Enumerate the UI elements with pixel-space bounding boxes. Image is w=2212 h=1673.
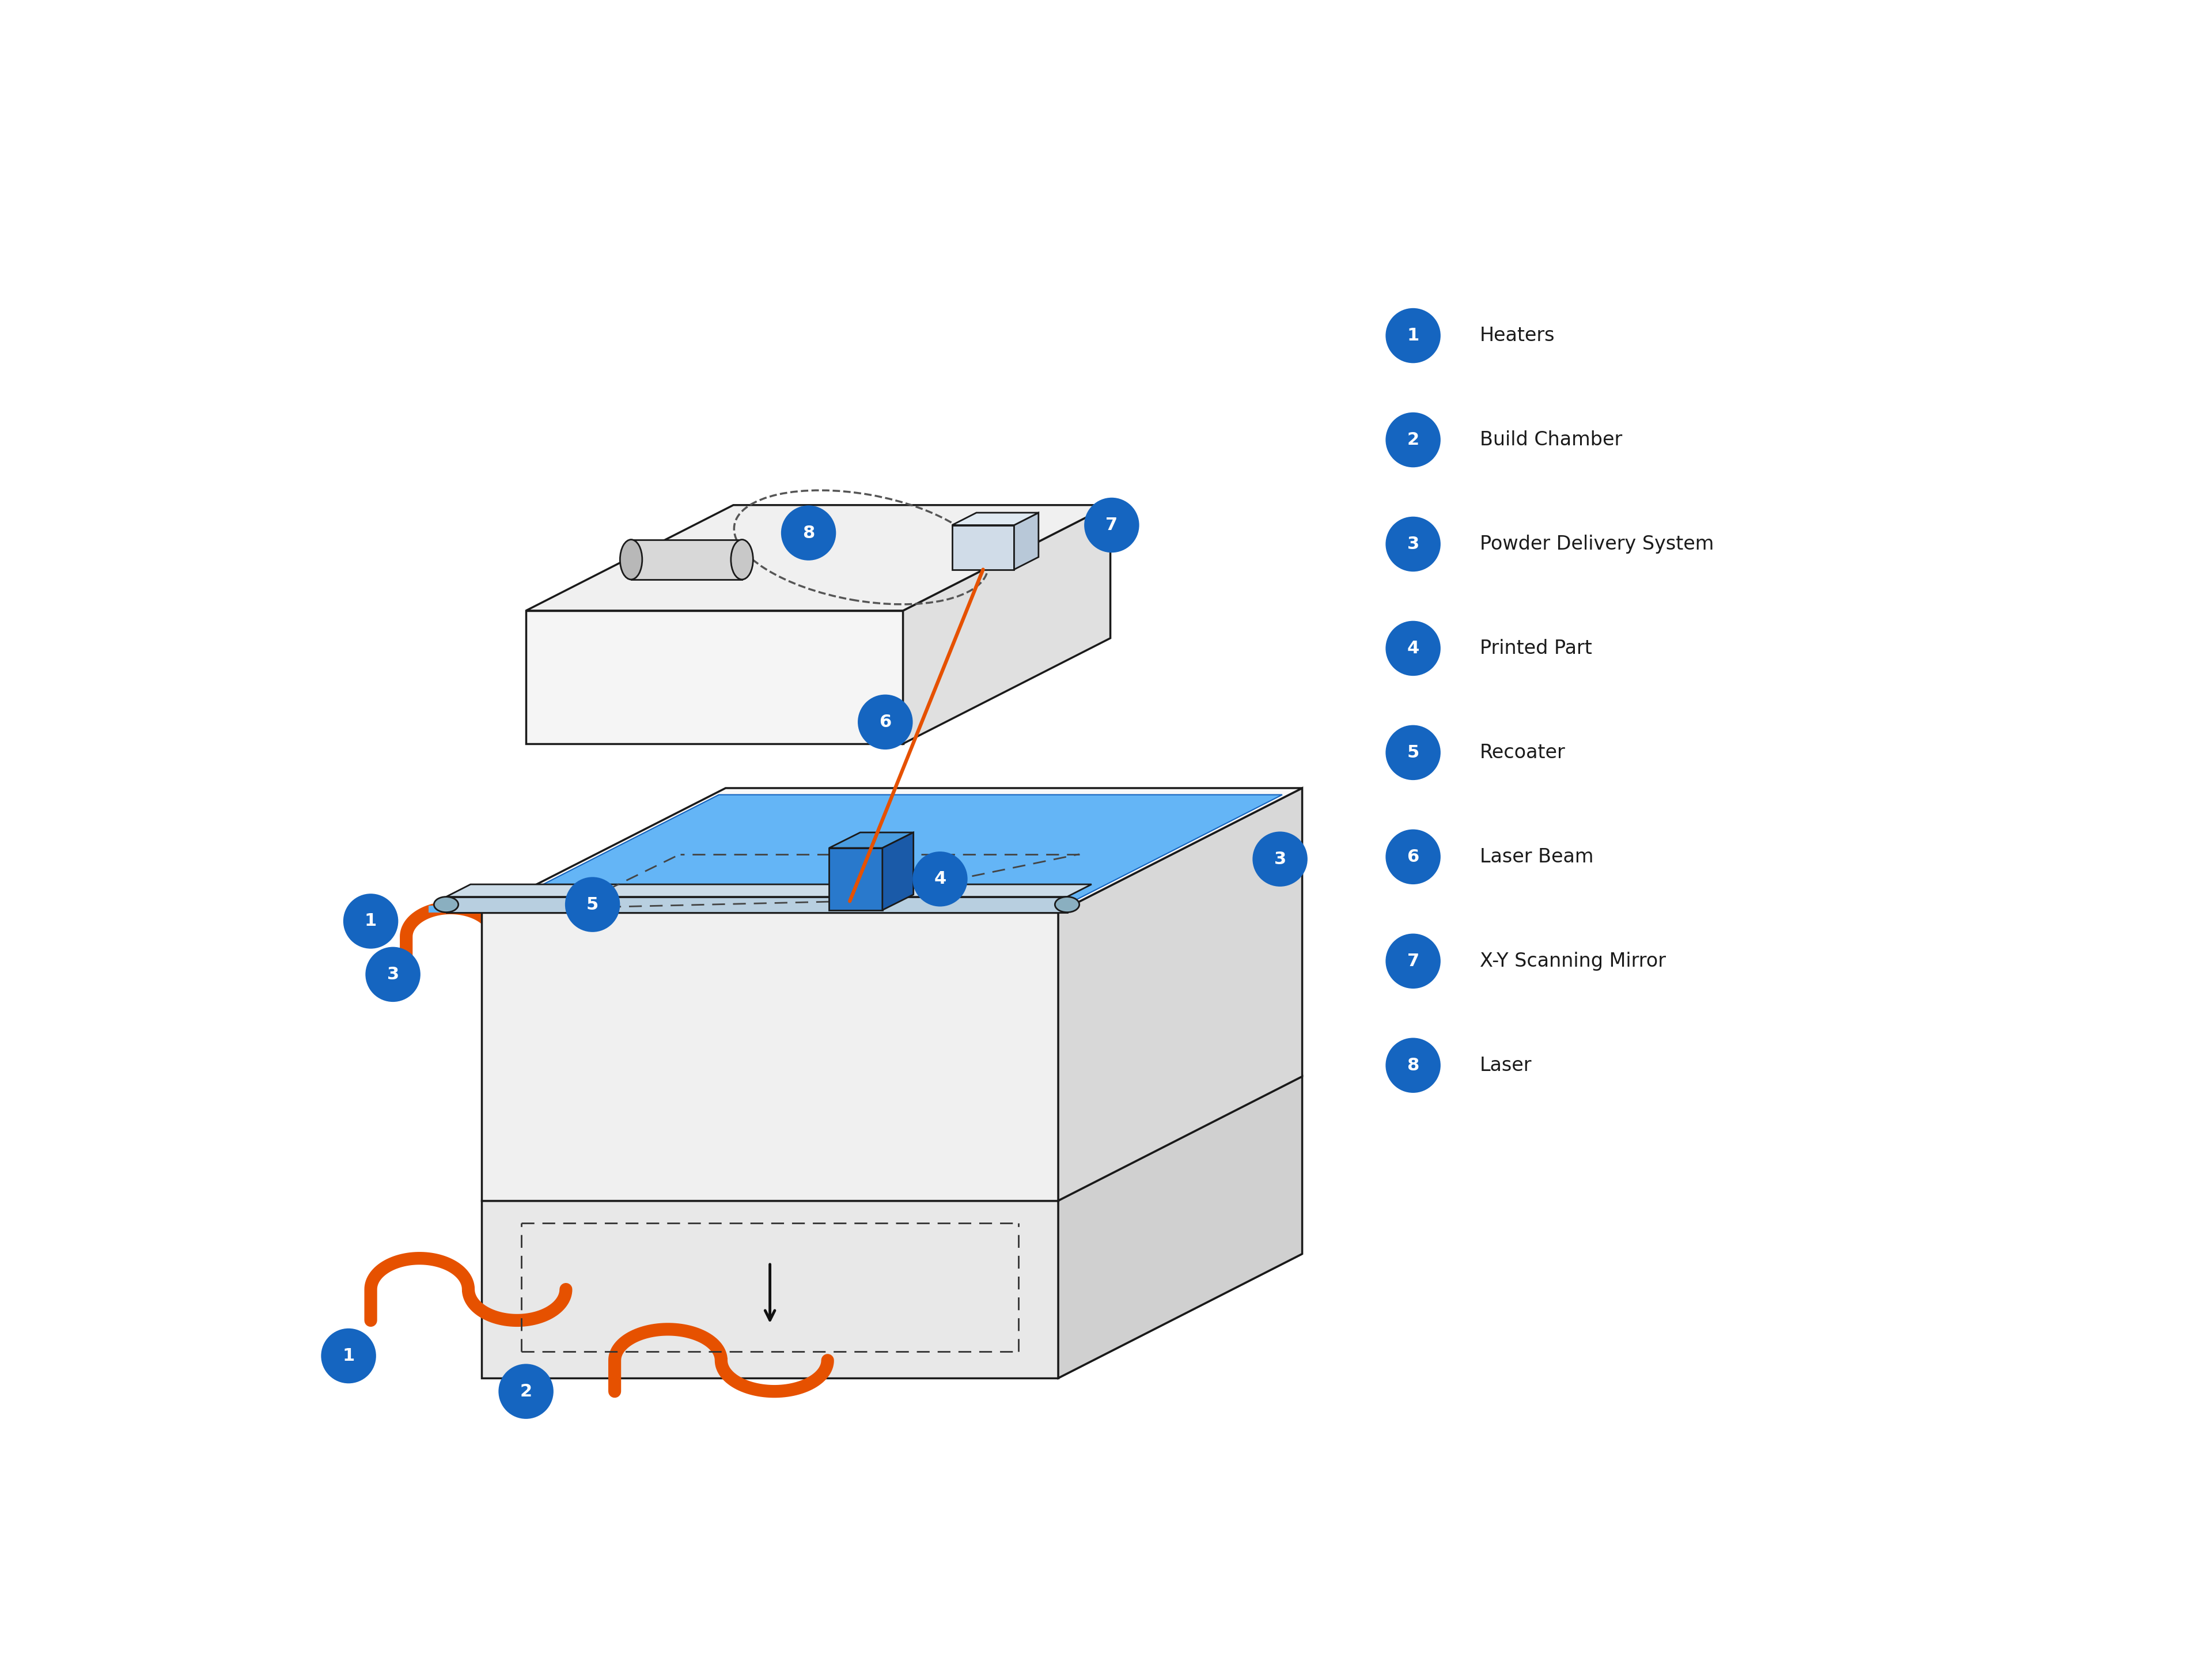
Circle shape bbox=[781, 505, 836, 560]
Circle shape bbox=[365, 947, 420, 1002]
Text: 4: 4 bbox=[1407, 641, 1420, 657]
Circle shape bbox=[321, 1328, 376, 1384]
Ellipse shape bbox=[434, 897, 458, 912]
Polygon shape bbox=[951, 512, 1037, 525]
Text: 1: 1 bbox=[365, 913, 376, 930]
Circle shape bbox=[1385, 1037, 1440, 1092]
Circle shape bbox=[1385, 412, 1440, 467]
Circle shape bbox=[1252, 831, 1307, 887]
Circle shape bbox=[1385, 308, 1440, 363]
Polygon shape bbox=[1057, 1076, 1303, 1379]
Text: 4: 4 bbox=[933, 870, 947, 887]
Text: 7: 7 bbox=[1106, 517, 1117, 534]
Text: 2: 2 bbox=[520, 1384, 533, 1400]
Text: Printed Part: Printed Part bbox=[1480, 639, 1593, 657]
Polygon shape bbox=[482, 1201, 1057, 1379]
Circle shape bbox=[564, 877, 619, 932]
Polygon shape bbox=[830, 848, 883, 910]
Circle shape bbox=[858, 694, 914, 750]
Polygon shape bbox=[1057, 788, 1303, 1201]
Polygon shape bbox=[630, 540, 741, 579]
Circle shape bbox=[1385, 724, 1440, 780]
Ellipse shape bbox=[619, 540, 641, 579]
Circle shape bbox=[1385, 934, 1440, 989]
Circle shape bbox=[498, 1363, 553, 1419]
Polygon shape bbox=[482, 788, 1303, 912]
Circle shape bbox=[1385, 830, 1440, 885]
Polygon shape bbox=[447, 897, 1066, 912]
Text: 2: 2 bbox=[1407, 432, 1420, 448]
Text: Heaters: Heaters bbox=[1480, 326, 1555, 345]
Circle shape bbox=[914, 852, 967, 907]
Text: 8: 8 bbox=[1407, 1057, 1420, 1074]
Text: 5: 5 bbox=[586, 897, 599, 913]
Text: Build Chamber: Build Chamber bbox=[1480, 430, 1621, 450]
Text: 8: 8 bbox=[803, 525, 814, 542]
Text: 6: 6 bbox=[878, 714, 891, 731]
Circle shape bbox=[1084, 497, 1139, 552]
Polygon shape bbox=[830, 833, 914, 848]
Polygon shape bbox=[429, 905, 482, 912]
Text: 6: 6 bbox=[1407, 848, 1420, 865]
Text: Powder Delivery System: Powder Delivery System bbox=[1480, 535, 1714, 554]
Polygon shape bbox=[526, 611, 902, 744]
Text: 1: 1 bbox=[1407, 328, 1420, 345]
Polygon shape bbox=[447, 885, 1091, 897]
Polygon shape bbox=[883, 833, 914, 910]
Polygon shape bbox=[482, 1253, 1303, 1379]
Text: 3: 3 bbox=[1274, 850, 1285, 867]
Circle shape bbox=[343, 893, 398, 949]
Polygon shape bbox=[902, 505, 1110, 744]
Ellipse shape bbox=[730, 540, 752, 579]
Circle shape bbox=[1385, 517, 1440, 572]
Ellipse shape bbox=[1055, 897, 1079, 912]
Text: Laser Beam: Laser Beam bbox=[1480, 847, 1593, 867]
Polygon shape bbox=[1013, 512, 1037, 569]
Text: X-Y Scanning Mirror: X-Y Scanning Mirror bbox=[1480, 952, 1666, 970]
Text: 3: 3 bbox=[387, 965, 398, 982]
Text: Laser: Laser bbox=[1480, 1056, 1531, 1074]
Circle shape bbox=[1385, 621, 1440, 676]
Polygon shape bbox=[526, 505, 1110, 611]
Polygon shape bbox=[482, 912, 1057, 1201]
Polygon shape bbox=[951, 525, 1013, 569]
Text: 7: 7 bbox=[1407, 952, 1420, 969]
Text: 5: 5 bbox=[1407, 744, 1420, 761]
Text: Recoater: Recoater bbox=[1480, 743, 1566, 763]
Text: 3: 3 bbox=[1407, 535, 1420, 552]
Text: 1: 1 bbox=[343, 1347, 354, 1363]
Polygon shape bbox=[489, 795, 1283, 912]
